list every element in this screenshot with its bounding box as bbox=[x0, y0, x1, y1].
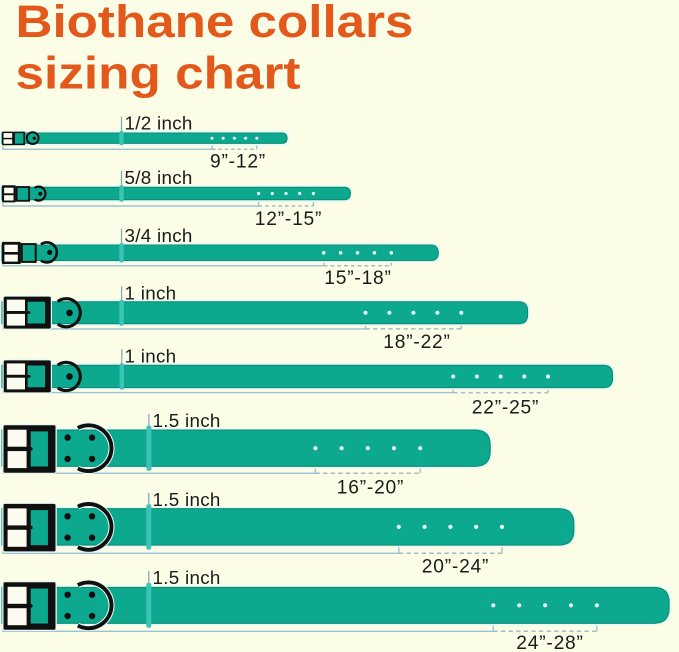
svg-text:1 inch: 1 inch bbox=[125, 282, 177, 303]
svg-text:16”-20”: 16”-20” bbox=[337, 477, 404, 498]
svg-text:15”-18”: 15”-18” bbox=[324, 268, 391, 289]
svg-text:sizing chart: sizing chart bbox=[16, 47, 301, 98]
svg-text:Biothane collars: Biothane collars bbox=[16, 0, 414, 47]
svg-text:24”-28”: 24”-28” bbox=[516, 633, 583, 652]
svg-text:12”-15”: 12”-15” bbox=[255, 209, 322, 230]
svg-text:1.5 inch: 1.5 inch bbox=[153, 489, 221, 510]
svg-text:1.5 inch: 1.5 inch bbox=[153, 410, 221, 431]
svg-text:22”-25”: 22”-25” bbox=[472, 397, 539, 418]
svg-text:3/4 inch: 3/4 inch bbox=[125, 225, 193, 246]
svg-text:20”-24”: 20”-24” bbox=[422, 557, 489, 578]
svg-text:5/8 inch: 5/8 inch bbox=[125, 167, 193, 188]
svg-text:18”-22”: 18”-22” bbox=[383, 332, 450, 353]
svg-text:1/2 inch: 1/2 inch bbox=[125, 113, 193, 134]
svg-text:1.5 inch: 1.5 inch bbox=[153, 567, 221, 588]
svg-text:1 inch: 1 inch bbox=[125, 345, 177, 366]
svg-text:9”-12”: 9”-12” bbox=[210, 152, 266, 173]
